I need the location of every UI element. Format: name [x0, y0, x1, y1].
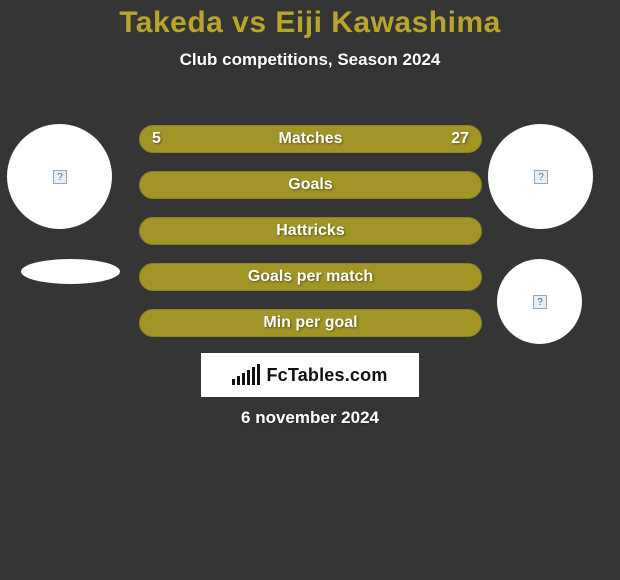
date-label: 6 november 2024: [0, 408, 620, 428]
image-placeholder-icon: ?: [533, 295, 547, 309]
stat-label: Goals per match: [248, 268, 373, 286]
svg-text:?: ?: [538, 172, 544, 183]
svg-text:?: ?: [537, 297, 543, 308]
player-right-club-avatar: ?: [497, 259, 582, 344]
stat-label: Goals: [288, 176, 332, 194]
stat-row: Goals per match: [139, 263, 482, 291]
player-left-club-shape: [21, 259, 120, 284]
stats-list: 5 Matches 27 Goals Hattricks Goals per match M…: [139, 125, 482, 355]
svg-text:?: ?: [57, 172, 63, 183]
stat-row: Goals: [139, 171, 482, 199]
brand-badge: FcTables.com: [201, 353, 419, 397]
image-placeholder-icon: ?: [534, 170, 548, 184]
image-placeholder-icon: ?: [53, 170, 67, 184]
stat-row: 5 Matches 27: [139, 125, 482, 153]
brand-text: FcTables.com: [266, 365, 387, 386]
page-title: Takeda vs Eiji Kawashima: [0, 0, 620, 40]
page-subtitle: Club competitions, Season 2024: [0, 50, 620, 70]
stat-row: Min per goal: [139, 309, 482, 337]
stat-value-right: 27: [451, 130, 469, 148]
stat-label: Min per goal: [263, 314, 357, 332]
brand-bars-icon: [232, 365, 260, 385]
player-left-avatar: ?: [7, 124, 112, 229]
stat-label: Hattricks: [276, 222, 344, 240]
stat-label: Matches: [278, 130, 342, 148]
comparison-card: Takeda vs Eiji Kawashima Club competitio…: [0, 0, 620, 580]
stat-row: Hattricks: [139, 217, 482, 245]
player-right-avatar: ?: [488, 124, 593, 229]
stat-value-left: 5: [152, 130, 161, 148]
